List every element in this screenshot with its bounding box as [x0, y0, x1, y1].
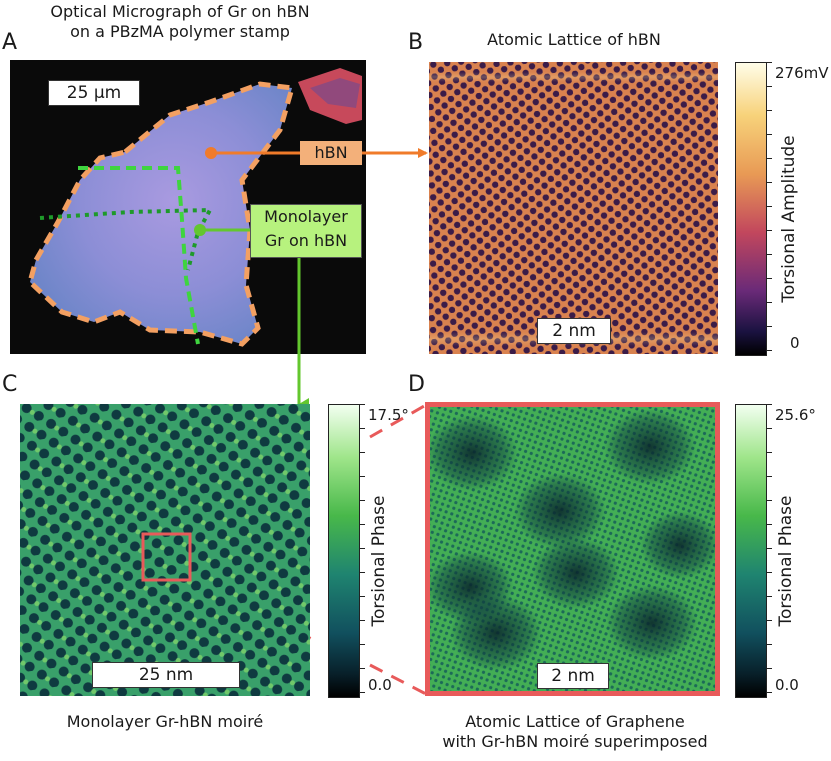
- panel-a-title-line1: Optical Micrograph of Gr on hBN: [50, 2, 310, 21]
- panel-b-title: Atomic Lattice of hBN: [487, 30, 661, 49]
- panel-d-scalebar: 2 nm: [537, 663, 609, 689]
- panel-d-caption: Atomic Lattice of Graphene with Gr-hBN m…: [410, 712, 740, 752]
- monolayer-callout-line2: Gr on hBN: [264, 231, 348, 250]
- panel-a-scalebar: 25 μm: [48, 80, 140, 106]
- panel-b-colorbar-max: 276mV: [775, 64, 829, 82]
- moire-image: 25 nm: [20, 404, 310, 696]
- panel-d-colorbar-min: 0.0: [775, 676, 799, 694]
- panel-b-colorbar-max-value: 276: [775, 64, 804, 82]
- optical-micrograph-image: [27, 68, 362, 347]
- panel-c-colorbar-title: Torsional Phase: [369, 495, 389, 627]
- panel-b-colorbar-title: Torsional Amplitude: [779, 135, 799, 303]
- panel-d-caption-line1: Atomic Lattice of Graphene: [465, 712, 685, 731]
- panel-c-colorbar-max: 17.5°: [368, 406, 409, 424]
- hbn-lattice-image: 2 nm: [429, 62, 718, 354]
- zoom-line-top-right: [369, 403, 427, 439]
- panel-b-scalebar: 2 nm: [537, 318, 611, 344]
- panel-d-colorbar-ticks: [766, 404, 772, 696]
- hbn-flake: [27, 81, 296, 347]
- graphene-dotted-outline: [39, 207, 214, 271]
- panel-a-title: Optical Micrograph of Gr on hBN on a PBz…: [10, 2, 350, 42]
- panel-d-colorbar-max: 25.6°: [775, 406, 816, 424]
- panel-b-colorbar: [735, 62, 767, 356]
- optical-micrograph: 25 μm: [10, 60, 366, 354]
- panel-c-colorbar-ticks: [359, 404, 365, 696]
- panel-b-letter: B: [408, 30, 424, 55]
- panel-b-colorbar-ticks: [766, 62, 772, 354]
- monolayer-marker-dot: [194, 224, 206, 236]
- zoom-line-bottom-right: [369, 663, 427, 696]
- panel-d-caption-line2: with Gr-hBN moiré superimposed: [442, 732, 708, 751]
- monolayer-callout-line1: Monolayer: [264, 207, 348, 226]
- panel-c-colorbar: [328, 404, 360, 698]
- panel-a-title-line2: on a PBzMA polymer stamp: [70, 22, 290, 41]
- panel-d-colorbar-title: Torsional Phase: [776, 495, 796, 627]
- panel-b-colorbar-unit: mV: [803, 64, 829, 82]
- panel-a-letter: A: [2, 30, 18, 55]
- panel-c-letter: C: [2, 372, 18, 397]
- panel-d-colorbar: [735, 404, 767, 698]
- hbn-callout: hBN: [300, 141, 362, 165]
- panel-c-colorbar-min: 0.0: [368, 676, 392, 694]
- zoom-box: [141, 532, 192, 582]
- panel-c-caption: Monolayer Gr-hBN moiré: [66, 712, 264, 731]
- monolayer-outline: [78, 166, 200, 345]
- graphene-lattice-image: 2 nm: [425, 402, 720, 696]
- monolayer-callout: Monolayer Gr on hBN: [250, 204, 362, 258]
- hbn-marker-dot: [205, 147, 217, 159]
- panel-b-colorbar-min: 0: [790, 334, 800, 352]
- panel-c-scalebar: 25 nm: [92, 662, 240, 688]
- panel-d-letter: D: [408, 372, 425, 397]
